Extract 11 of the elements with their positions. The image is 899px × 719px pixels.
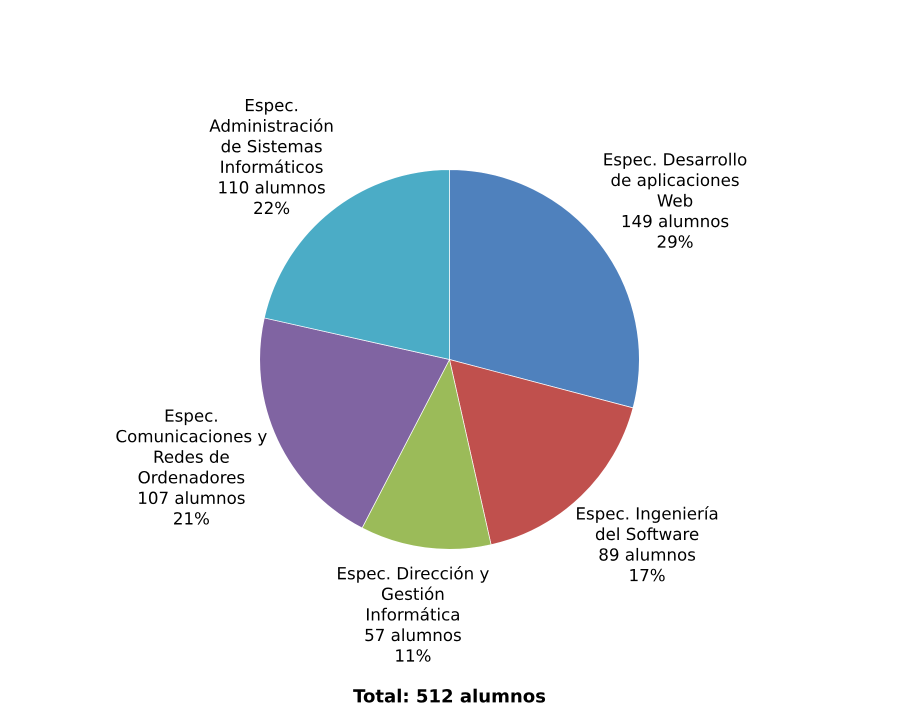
data-label: 107 alumnos 21% bbox=[139, 491, 245, 525]
slice-label: Espec. Dirección y Gestión Informática bbox=[338, 566, 489, 621]
data-label: 57 alumnos 11% bbox=[365, 628, 461, 662]
slice-label: Espec. Ingeniería del Software bbox=[577, 506, 718, 540]
data-label: 89 alumnos 17% bbox=[599, 548, 696, 582]
slice-label: Espec. Administración de Sistemas Informáticos bbox=[209, 98, 332, 174]
data-label: 110 alumnos 22% bbox=[219, 180, 325, 214]
slice-label: Espec. Comunicaciones y Redes de Ordenadores bbox=[116, 409, 267, 484]
data-label: 149 alumnos 29% bbox=[622, 214, 728, 248]
text: Total: 512 alumnos bbox=[353, 688, 546, 703]
slice-label: Espec. Desarrollo de aplicaciones Web bbox=[604, 152, 746, 207]
